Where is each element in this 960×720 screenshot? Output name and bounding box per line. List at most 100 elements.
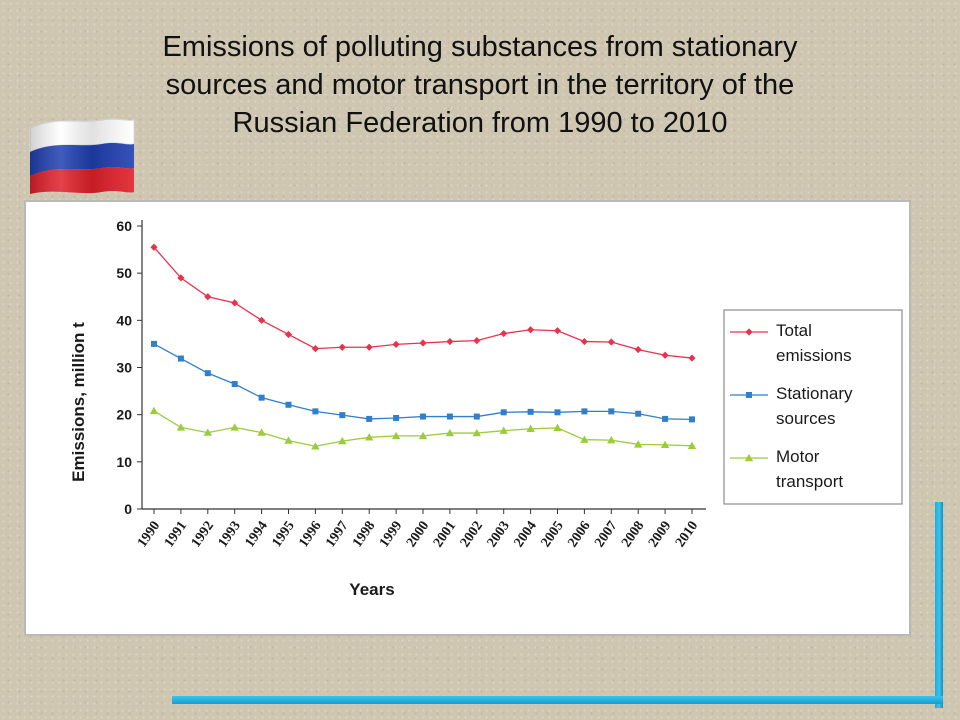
series-stationary-sources [151,340,695,423]
russian-flag-icon [29,118,135,194]
chart-series [149,243,697,450]
x-tick-label: 1997 [323,519,351,551]
x-tick-label: 1995 [269,519,297,551]
data-point [257,428,266,436]
y-axis-label: Emissions, million t [69,322,88,482]
data-point [338,343,346,351]
data-point [418,431,428,440]
legend-box [723,309,903,505]
x-tick-label: 2001 [431,519,459,551]
data-point [473,337,481,345]
chart-legend: Total emissions Stationary sources Motor tran… [723,309,903,505]
legend-marker [746,392,752,398]
data-point [553,327,562,335]
data-point [445,428,455,437]
x-tick-label: 2007 [592,519,620,551]
x-tick-label: 2008 [619,519,647,551]
data-point [689,416,695,423]
data-point [365,433,374,441]
y-tick-label: 50 [116,265,132,281]
data-point [365,343,373,351]
data-point [258,394,265,401]
data-point [231,381,238,388]
data-point [231,299,239,307]
data-point [499,426,508,434]
data-point [661,351,669,359]
data-point [500,409,507,416]
data-point [419,339,427,347]
legend-label: transport [776,472,843,491]
legend-label: Stationary [776,384,853,403]
legend-item: Stationary sources [730,384,853,428]
slide-title: Emissions of polluting substances from s… [40,28,920,142]
x-tick-label: 2003 [485,519,513,551]
data-point [607,435,616,444]
data-point [580,337,588,346]
data-point [393,414,400,421]
data-point [634,440,643,448]
data-point [339,412,346,419]
title-line-1: Emissions of polluting substances from s… [162,31,798,63]
data-point [284,436,293,444]
data-point [366,415,373,422]
title-line-3: Russian Federation from 1990 to 2010 [232,107,728,139]
legend-label: Total [776,321,812,340]
decorative-bar-horizontal [172,696,943,704]
legend-label: Motor [776,447,820,466]
series-motor-transport [149,406,697,450]
x-tick-label: 1993 [216,519,244,551]
series-total-emissions [150,243,696,362]
data-point [688,354,696,362]
x-tick-label: 1998 [350,519,378,551]
x-tick-label: 2004 [512,519,540,551]
data-point [204,370,211,377]
data-point [285,401,292,408]
legend-label: sources [776,409,836,428]
x-tick-label: 2010 [673,519,701,551]
data-point [149,406,159,415]
data-point [203,428,212,436]
title-line-2: sources and motor transport in the terri… [165,69,795,101]
chart-axes: 0102030405060199019911992199319941995199… [116,218,706,550]
data-point [634,345,642,354]
data-point [660,440,670,449]
data-point [581,408,588,415]
chart-panel: 0 10 20 30 40 50 60 1990 1991 1992 1993 1994 1995 199… [24,200,911,636]
data-point [500,329,508,338]
data-point [635,410,642,417]
data-point [526,424,535,433]
legend-marker [744,453,754,462]
data-point [176,423,186,431]
data-point [204,293,212,301]
x-tick-label: 2005 [538,519,566,551]
data-point [662,415,669,422]
data-point [446,337,454,346]
data-point [392,340,400,348]
data-point [527,408,534,415]
data-point [311,345,319,353]
data-point [151,340,157,347]
x-tick-label: 1996 [296,519,324,551]
legend-label: emissions [776,346,852,365]
y-tick-label: 10 [116,454,132,470]
data-point [284,330,293,339]
x-tick-label: 1994 [243,519,271,551]
data-point [338,436,347,445]
x-tick-label: 2006 [565,519,593,551]
data-point [230,423,239,431]
x-tick-label: 2000 [404,519,432,551]
data-point [473,413,480,420]
data-point [258,316,266,324]
data-point [553,423,562,432]
x-tick-label: 1990 [135,519,163,551]
data-point [391,431,401,440]
y-tick-label: 40 [116,312,132,328]
y-tick-label: 30 [116,360,132,376]
legend-item: Motor transport [730,447,843,491]
x-axis-label: Years [349,580,394,599]
y-tick-label: 20 [116,407,132,423]
decorative-bar-vertical [935,502,943,708]
data-point [177,355,184,362]
x-tick-label: 1999 [377,519,405,551]
x-tick-label: 2009 [646,519,674,551]
